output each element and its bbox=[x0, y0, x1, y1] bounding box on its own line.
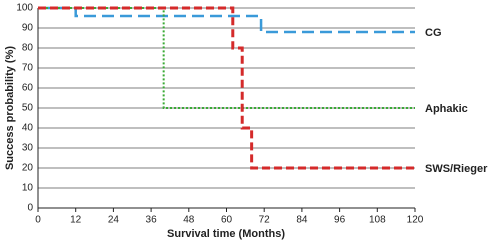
y-tick-label: 30 bbox=[22, 143, 34, 154]
series-line bbox=[38, 6, 415, 170]
y-tick-label: 80 bbox=[22, 43, 34, 54]
series-line bbox=[38, 6, 415, 34]
x-axis-title: Survival time (Months) bbox=[167, 228, 285, 240]
series-label: SWS/Rieger bbox=[425, 163, 488, 175]
y-tick-label: 10 bbox=[22, 183, 34, 194]
y-tick-label: 0 bbox=[27, 203, 33, 214]
y-tick-label: 100 bbox=[16, 3, 33, 14]
x-tick-label: 120 bbox=[407, 215, 424, 226]
y-tick-label: 90 bbox=[22, 23, 34, 34]
y-tick-label: 50 bbox=[22, 103, 34, 114]
x-tick-label: 24 bbox=[108, 215, 120, 226]
y-axis-title: Success probability (%) bbox=[4, 46, 16, 170]
x-tick-label: 48 bbox=[183, 215, 195, 226]
series-label: CG bbox=[425, 27, 442, 39]
y-tick-label: 20 bbox=[22, 163, 34, 174]
series-line bbox=[38, 7, 415, 109]
x-tick-label: 0 bbox=[35, 215, 41, 226]
x-tick-label: 60 bbox=[221, 215, 233, 226]
y-tick-label: 60 bbox=[22, 83, 34, 94]
x-tick-label: 72 bbox=[259, 215, 271, 226]
x-tick-label: 36 bbox=[146, 215, 158, 226]
y-tick-label: 70 bbox=[22, 63, 34, 74]
x-tick-label: 96 bbox=[334, 215, 346, 226]
x-tick-label: 84 bbox=[296, 215, 308, 226]
y-tick-label: 40 bbox=[22, 123, 34, 134]
x-tick-label: 108 bbox=[369, 215, 386, 226]
series-label: Aphakic bbox=[425, 103, 468, 115]
x-tick-label: 12 bbox=[70, 215, 82, 226]
